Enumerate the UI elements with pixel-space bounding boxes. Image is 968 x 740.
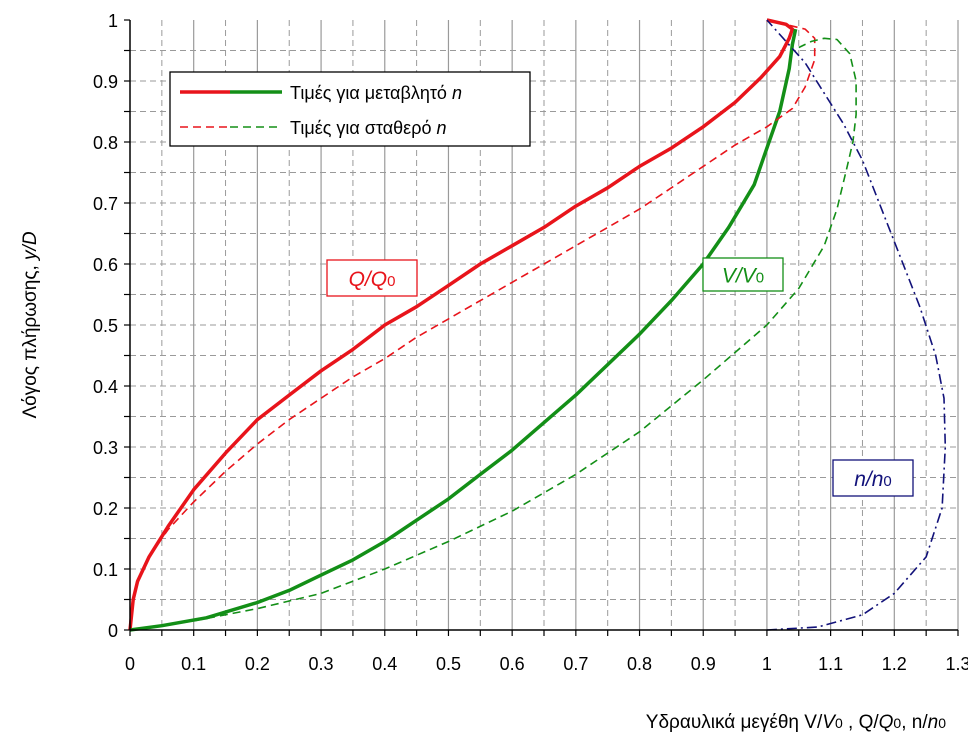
curve-label-box (702, 257, 784, 292)
y-tick-label: 0.7 (93, 194, 118, 214)
curve-labels: Q/Q0 V/V0 n/n0 (326, 257, 914, 497)
axes: 0 0.1 0.2 0.3 0.4 0.5 0.6 0.7 0.8 0.9 1 0 0.1 0.2 0.3 0… (93, 11, 968, 674)
y-axis-title: Λόγος πλήρωσης, y/D (20, 231, 41, 418)
x-tick-label: 0.2 (245, 654, 270, 674)
x-tick-label: 1 (762, 654, 772, 674)
x-tick-label: 0.4 (372, 654, 397, 674)
x-tick-label: 0.5 (436, 654, 461, 674)
curve-label-box (832, 459, 914, 497)
y-tick-label: 0.2 (93, 499, 118, 519)
legend-label-0: Τιμές για μεταβλητό n (290, 83, 462, 103)
x-tick-label: 0.3 (309, 654, 334, 674)
x-tick-label: 0.9 (691, 654, 716, 674)
x-tick-label: 1.2 (882, 654, 907, 674)
y-tick-label: 0.1 (93, 560, 118, 580)
y-tick-label: 0.4 (93, 377, 118, 397)
series-line-0 (128, 18, 795, 631)
y-tick-label: 0.3 (93, 438, 118, 458)
legend-label-1: Τιμές για σταθερό n (290, 118, 446, 138)
curve-label-text: n/n0 (854, 468, 892, 491)
x-axis-title: Υδραυλικά μεγέθη V/V0 , Q/Q0, n/n0 (646, 712, 946, 733)
x-tick-label: 0.7 (563, 654, 588, 674)
legend: Τιμές για μεταβλητό n Τιμές για σταθερό n (169, 71, 531, 147)
series-line-3 (129, 37, 857, 631)
curve-label-text: Q/Q0 (349, 268, 396, 291)
y-tick-label: 0 (108, 621, 118, 641)
legend-box (169, 71, 531, 147)
x-tick-label: 0.8 (627, 654, 652, 674)
y-tick-label: 0.6 (93, 255, 118, 275)
curve-label-0: Q/Q0 (326, 259, 418, 297)
x-tick-label: 0.6 (500, 654, 525, 674)
y-tick-label: 0.9 (93, 72, 118, 92)
series-line-4 (766, 19, 947, 631)
curve-label-box (326, 259, 418, 297)
curve-label-text: V/V0 (722, 265, 764, 288)
x-tick-label: 0.1 (181, 654, 206, 674)
y-tick-label: 1 (108, 11, 118, 31)
x-tick-label: 1.3 (945, 654, 968, 674)
curve-label-1: V/V0 (702, 257, 784, 292)
series-group (128, 18, 947, 632)
x-tick-label: 0 (125, 654, 135, 674)
y-tick-label: 0.5 (93, 316, 118, 336)
curve-label-2: n/n0 (832, 459, 914, 497)
y-tick-label: 0.8 (93, 133, 118, 153)
x-tick-label: 1.1 (818, 654, 843, 674)
series-line-1 (129, 28, 798, 632)
